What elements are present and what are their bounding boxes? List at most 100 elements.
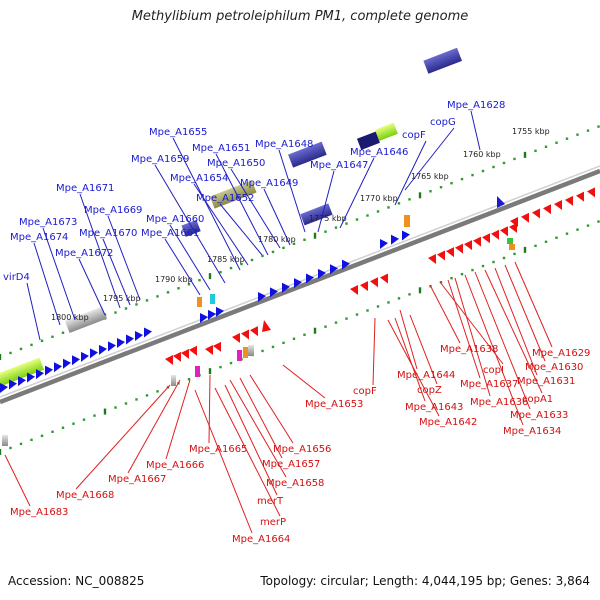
tick-mark (366, 214, 369, 217)
gene-label-reverse: Mpe_A1668 (56, 490, 114, 501)
tick-mark (502, 256, 506, 260)
tick-mark (9, 351, 12, 355)
tick-mark (555, 141, 558, 144)
gene-arrow-reverse (521, 212, 529, 223)
gene-block-blue (181, 219, 201, 237)
tick-mark (145, 299, 149, 302)
tick-mark (324, 230, 327, 233)
gene-label-reverse: Mpe_A1630 (525, 362, 583, 373)
gene-arrow-reverse (473, 236, 481, 247)
gene-label-reverse: Mpe_A1644 (397, 370, 455, 381)
tick-mark (40, 434, 44, 438)
tick-ring-outer (0, 125, 600, 360)
leader-line (249, 374, 294, 444)
gene-label-forward: Mpe_A1659 (131, 154, 189, 165)
gene-arrow-reverse (482, 233, 490, 244)
gene-label-reverse: Mpe_A1642 (419, 417, 477, 428)
gene-arrow-forward (81, 351, 89, 362)
tick-mark (597, 220, 600, 223)
tick-mark (408, 198, 411, 201)
leader-line (394, 140, 427, 206)
tick-mark (513, 252, 516, 256)
gene-arrow-forward (0, 383, 8, 393)
gene-arrow-reverse (510, 217, 518, 227)
gene-arrow-reverse (241, 329, 249, 340)
tick-mark (366, 309, 369, 312)
tick-mark (397, 202, 401, 205)
gene-label-forward: Mpe_A1652 (196, 193, 254, 204)
gene-arrow-reverse (181, 348, 189, 359)
gene-arrow-forward (330, 264, 338, 275)
tick-mark (114, 406, 117, 409)
leader-line (474, 271, 531, 410)
tick-mark (72, 422, 75, 425)
tick-mark (61, 331, 65, 334)
tick-mark (187, 378, 191, 381)
tick-mark (523, 151, 527, 158)
gene-label-reverse: copI (483, 365, 504, 376)
tick-mark (576, 133, 579, 136)
gene-mark-cyan (210, 294, 215, 304)
gene-arrow-reverse (250, 326, 258, 337)
gene-label-forward: virD4 (3, 272, 30, 283)
tick-mark (523, 246, 527, 253)
gene-label-forward: Mpe_A1660 (146, 214, 204, 225)
gene-label-reverse: copA1 (522, 394, 553, 405)
tick-mark (208, 273, 212, 280)
gene-arrow-reverse (446, 247, 454, 258)
tick-mark (324, 325, 327, 328)
gene-arrow-forward (258, 292, 266, 302)
gene-label-reverse: Mpe_A1629 (532, 348, 590, 359)
gene-arrow-reverse (565, 195, 573, 206)
leader-line (464, 274, 524, 426)
tick-mark (40, 339, 44, 343)
tick-mark (355, 218, 359, 221)
gene-label-forward: Mpe_A1674 (10, 232, 68, 243)
tick-mark (397, 297, 401, 300)
gene-arrow-reverse (173, 351, 181, 362)
gene-arrow-forward (380, 239, 388, 249)
tick-mark (261, 254, 264, 258)
tick-mark (387, 301, 390, 304)
gene-label-reverse: Mpe_A1634 (503, 426, 561, 437)
tick-mark (534, 149, 537, 153)
gene-label-reverse: Mpe_A1633 (510, 410, 568, 421)
gene-label-reverse: Mpe_A1665 (189, 444, 247, 455)
leader-line (409, 314, 438, 385)
leader-line (394, 317, 426, 402)
leader-line (404, 127, 455, 191)
gene-arrow-reverse (455, 243, 463, 254)
leader-line (78, 258, 106, 316)
genome-summary: Topology: circular; Length: 4,044,195 bp… (260, 574, 590, 588)
gene-label-reverse: Mpe_A1631 (517, 376, 575, 387)
gene-arrow-reverse (543, 204, 551, 215)
tick-mark (156, 390, 159, 393)
tick-mark (229, 266, 233, 270)
gene-arrow-reverse (428, 254, 436, 264)
tick-mark (292, 242, 296, 246)
gene-mark-orange (197, 297, 202, 307)
tick-mark (586, 129, 590, 132)
gene-label-forward: Mpe_A1669 (84, 205, 142, 216)
gene-arrow-reverse (509, 222, 517, 233)
tick-mark (135, 303, 138, 306)
gene-label-reverse: merT (257, 496, 284, 507)
tick-mark (9, 446, 12, 450)
kbp-tick-label: 1790 kbp (155, 275, 193, 284)
tick-mark (492, 260, 495, 264)
gene-label-forward: Mpe_A1672 (55, 248, 113, 259)
tick-mark (471, 173, 474, 177)
gene-label-forward: Mpe_A1647 (310, 160, 368, 171)
tick-mark (408, 293, 411, 296)
leader-line (172, 137, 241, 271)
tick-mark (586, 224, 590, 227)
tick-mark (282, 246, 285, 250)
leader-line (165, 379, 191, 460)
tick-mark (376, 210, 380, 213)
leader-line (239, 377, 283, 459)
gene-mark-orange (404, 215, 410, 227)
leader-line (339, 157, 375, 229)
tick-mark (198, 278, 201, 282)
gene-label-reverse: Mpe_A1666 (146, 460, 204, 471)
gene-arrow-forward (144, 327, 152, 338)
